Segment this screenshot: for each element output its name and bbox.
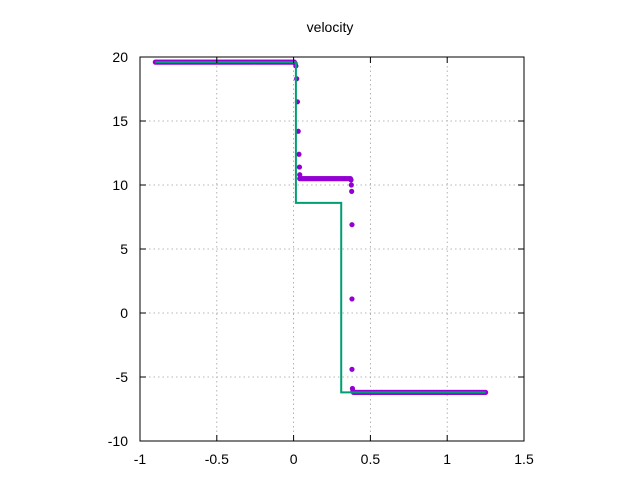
data-point [297,172,303,178]
y-tick-label: 5 [120,241,128,257]
data-point [296,164,303,170]
plot-frame [139,56,525,442]
velocity-line-series [155,61,486,394]
plot-area [152,59,489,395]
data-point [349,366,355,372]
y-tick-label: -5 [116,369,129,385]
grid [140,57,524,441]
velocity-points-series [152,59,489,395]
x-tick-label: 0 [290,451,298,467]
y-tick-label: 20 [112,49,128,65]
y-tick-label: 0 [120,305,128,321]
x-tick-label: 1 [443,451,451,467]
x-tick-label: 0.5 [361,451,381,467]
x-tick-label: 1.5 [514,451,534,467]
y-axis-tick-labels: -10 -5 0 5 10 15 20 [108,49,128,449]
y-tick-label: 15 [112,113,128,129]
data-point [349,296,355,302]
data-point [348,177,354,183]
data-point [295,128,301,134]
data-point [349,188,355,194]
data-point [296,151,302,157]
x-tick-label: -0.5 [205,451,229,467]
data-point [349,222,355,228]
x-tick-label: -1 [134,451,147,467]
y-tick-label: -10 [108,433,128,449]
chart-title: velocity [307,19,354,35]
x-axis-tick-labels: -1 -0.5 0 0.5 1 1.5 [134,451,534,467]
data-point [348,182,354,188]
y-tick-label: 10 [112,177,128,193]
axis-ticks [139,56,525,442]
